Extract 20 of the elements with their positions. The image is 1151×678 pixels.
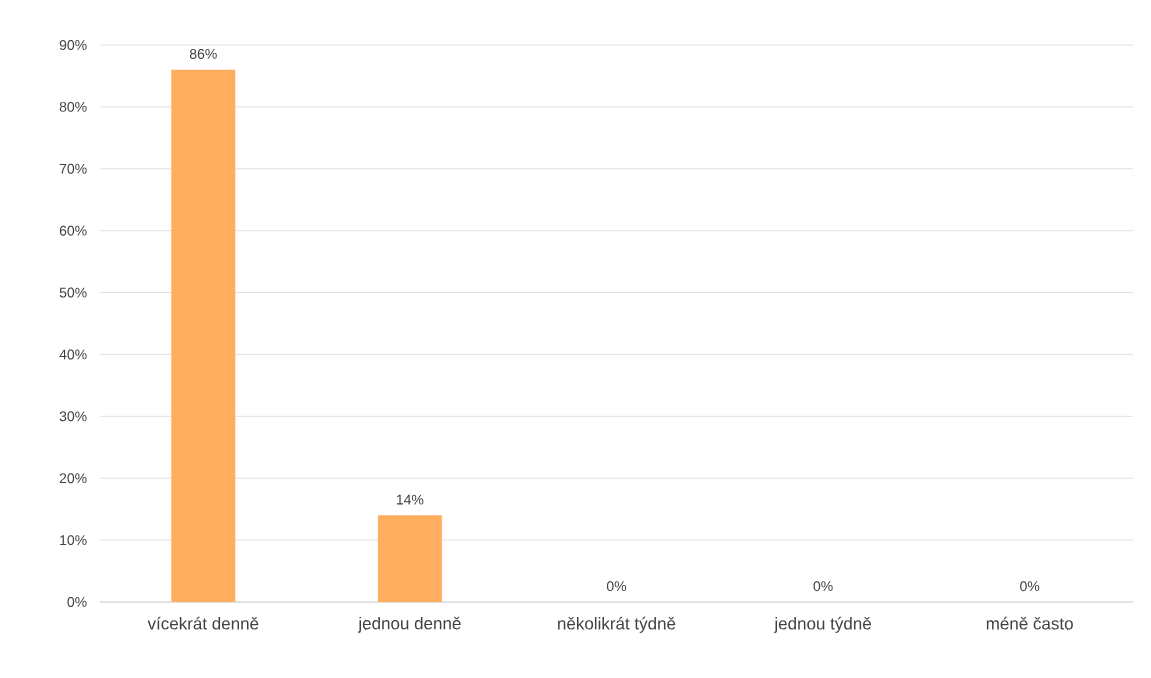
y-tick-label: 60% <box>59 225 87 236</box>
x-tick-label: vícekrát denně <box>147 616 259 630</box>
x-tick-label: jednou týdně <box>773 616 871 633</box>
data-label: 14% <box>396 494 424 505</box>
y-tick-label: 20% <box>59 473 87 484</box>
y-tick-label: 90% <box>59 40 87 50</box>
y-tick-label: 50% <box>59 287 87 298</box>
x-tick-label: méně často <box>986 616 1073 630</box>
x-tick-label: několikrát týdně <box>558 616 676 633</box>
y-tick-label: 10% <box>60 535 87 546</box>
x-tick-label: jednou denně <box>357 616 461 633</box>
y-tick-label: 40% <box>59 349 87 360</box>
y-tick-label: 30% <box>59 411 87 422</box>
y-tick-label: 0% <box>67 597 87 607</box>
data-label: 0% <box>1020 581 1040 592</box>
data-label: 0% <box>606 581 627 592</box>
y-tick-label: 80% <box>59 101 87 112</box>
data-label: 86% <box>189 48 217 59</box>
y-tick-label: 70% <box>59 163 87 174</box>
data-label: 0% <box>813 581 833 592</box>
